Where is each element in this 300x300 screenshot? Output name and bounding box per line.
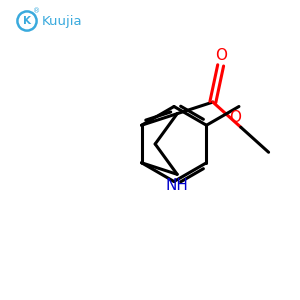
- Text: K: K: [23, 16, 31, 26]
- Text: O: O: [214, 48, 226, 63]
- Text: ®: ®: [33, 8, 40, 14]
- Text: NH: NH: [166, 178, 189, 193]
- Text: Kuujia: Kuujia: [42, 14, 82, 28]
- Text: O: O: [229, 110, 241, 125]
